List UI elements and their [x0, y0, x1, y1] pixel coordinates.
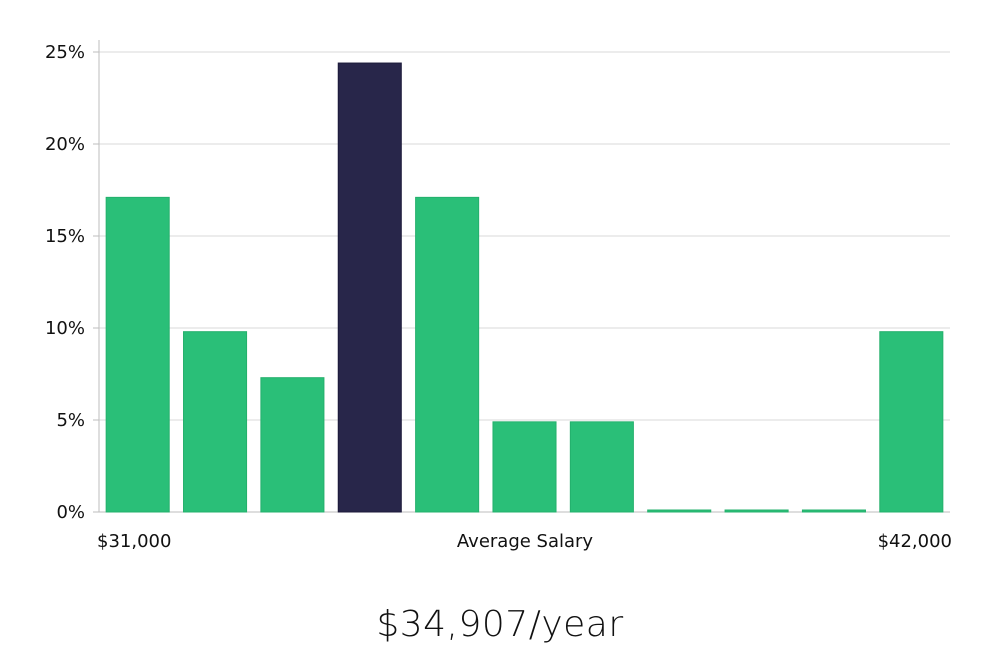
bar-highlighted	[337, 62, 402, 513]
salary-histogram-chart: 0%5%10%15%20%25% $31,000 Average Salary …	[45, 40, 952, 552]
y-tick-label: 15%	[45, 226, 85, 247]
bar	[801, 509, 866, 513]
y-tick-label: 0%	[56, 502, 85, 523]
y-tick-label: 5%	[56, 410, 85, 431]
bar	[415, 196, 480, 513]
bar	[569, 421, 634, 513]
x-axis-title: Average Salary	[457, 531, 594, 552]
x-axis-max-label: $42,000	[878, 531, 952, 552]
bars	[105, 62, 944, 513]
bar	[724, 509, 789, 513]
y-axis-ticks: 0% 5% 10% 15% 20% 25%	[45, 42, 99, 523]
bar	[183, 331, 248, 513]
y-tick-label: 25%	[45, 42, 85, 63]
y-tick-label: 10%	[45, 318, 85, 339]
average-salary-value: $34,907/year	[376, 604, 624, 645]
y-tick-label: 20%	[45, 134, 85, 155]
x-axis-min-label: $31,000	[97, 531, 171, 552]
bar	[492, 421, 557, 513]
bar	[260, 377, 325, 513]
bar	[647, 509, 712, 513]
bar	[105, 196, 170, 513]
bar	[879, 331, 944, 513]
